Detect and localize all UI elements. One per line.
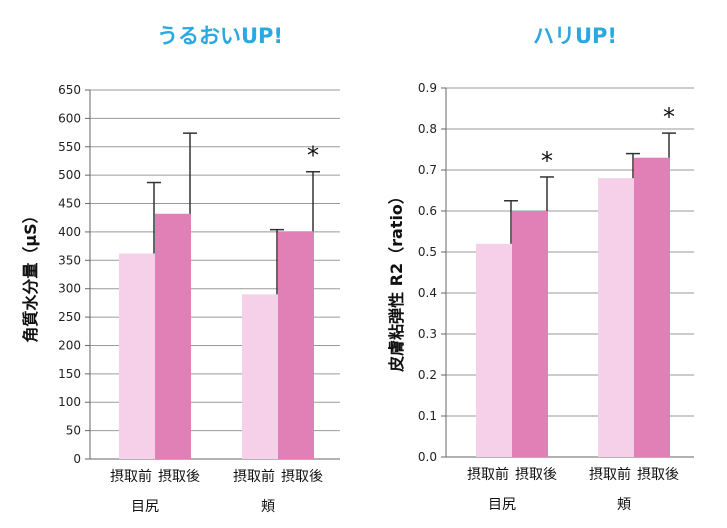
firmness-y-axis-label: 皮膚粘弾性 R2（ratio） <box>387 188 406 373</box>
firmness-ytick-label: 0.3 <box>418 327 437 341</box>
moisture-significance-marker: * <box>307 142 319 170</box>
moisture-bar-before <box>242 294 278 459</box>
moisture-series-label: 摂取後 <box>158 469 200 485</box>
firmness-series-label: 摂取後 <box>637 467 679 483</box>
moisture-bar-after <box>278 231 314 459</box>
moisture-ytick-label: 350 <box>58 253 81 267</box>
chart-title-firmness: ハリUP! <box>532 24 618 48</box>
moisture-ytick-label: 500 <box>58 168 81 182</box>
moisture-ytick-label: 300 <box>58 282 81 296</box>
firmness-ytick-label: 0.1 <box>418 409 437 423</box>
moisture-ytick-label: 550 <box>58 140 81 154</box>
firmness-bar-after <box>634 157 670 457</box>
moisture-bar-before <box>119 253 155 459</box>
firmness-ytick-label: 0.5 <box>418 245 437 259</box>
moisture-y-axis-label: 角質水分量（μS） <box>21 207 40 342</box>
firmness-bar-before <box>476 243 512 457</box>
firmness-series-label: 摂取前 <box>467 466 509 483</box>
firmness-significance-marker: * <box>541 147 553 175</box>
moisture-series-label: 摂取前 <box>110 468 152 485</box>
moisture-ytick-label: 600 <box>58 111 81 125</box>
firmness-bar-before <box>598 178 634 457</box>
moisture-group-label: 目尻 <box>131 499 159 515</box>
moisture-ytick-label: 650 <box>58 83 81 97</box>
firmness-bar-after <box>512 211 548 457</box>
firmness-ytick-label: 0.8 <box>418 122 437 136</box>
moisture-ytick-label: 400 <box>58 225 81 239</box>
moisture-bar-after <box>155 213 191 459</box>
moisture-group-label: 頬 <box>261 499 275 515</box>
moisture-ytick-label: 50 <box>66 424 81 438</box>
moisture-ytick-label: 450 <box>58 197 81 211</box>
firmness-group-label: 目尻 <box>488 497 516 513</box>
chart-title-moisture: うるおいUP! <box>156 24 284 48</box>
firmness-ytick-label: 0.6 <box>418 204 437 218</box>
moisture-ytick-label: 0 <box>73 452 81 466</box>
moisture-ytick-label: 200 <box>58 338 81 352</box>
firmness-ytick-label: 0.2 <box>418 368 437 382</box>
firmness-series-label: 摂取前 <box>589 466 631 483</box>
moisture-series-label: 摂取後 <box>281 469 323 485</box>
moisture-ytick-label: 100 <box>58 395 81 409</box>
firmness-group-label: 頬 <box>617 497 631 513</box>
moisture-series-label: 摂取前 <box>233 468 275 485</box>
firmness-ytick-label: 0.4 <box>418 286 437 300</box>
moisture-ytick-label: 250 <box>58 310 81 324</box>
firmness-ytick-label: 0.9 <box>418 81 437 95</box>
firmness-series-label: 摂取後 <box>515 467 557 483</box>
firmness-ytick-label: 0.0 <box>418 450 437 464</box>
firmness-ytick-label: 0.7 <box>418 163 437 177</box>
moisture-ytick-label: 150 <box>58 367 81 381</box>
firmness-significance-marker: * <box>663 103 675 131</box>
